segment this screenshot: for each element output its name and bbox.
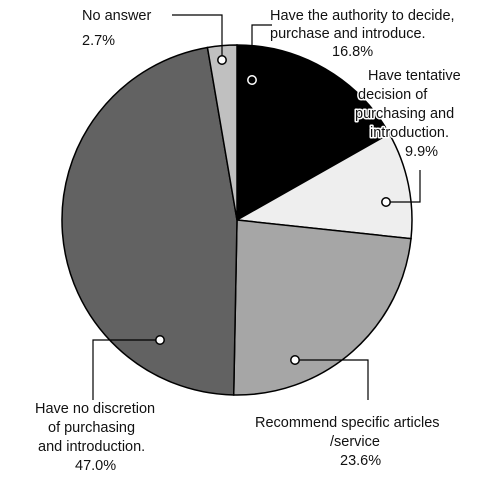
slice-marker-recommend — [290, 355, 300, 365]
slice-value-tentative: 9.9% — [405, 144, 438, 160]
slice-label-authority: Have the authority to decide, — [270, 8, 455, 24]
slice-value-no-discretion: 47.0% — [75, 458, 116, 474]
slice-label-no-discretion: of purchasing — [48, 420, 135, 436]
slice-value-no-answer: 2.7% — [82, 33, 115, 49]
slice-label-tentative: introduction. — [370, 125, 449, 141]
slice-marker-tentative — [381, 197, 391, 207]
pie-slice-authority — [236, 44, 391, 222]
slice-label-tentative: purchasing and — [355, 106, 454, 122]
slice-marker-no-answer — [217, 55, 227, 65]
slice-label-tentative: Have tentative — [368, 68, 461, 84]
slice-value-authority: 16.8% — [332, 44, 373, 60]
slice-label-no-discretion: and introduction. — [38, 439, 145, 455]
slice-value-recommend: 23.6% — [340, 453, 381, 469]
slice-label-tentative: decision of — [358, 87, 428, 103]
leader-line-no-discretion — [92, 339, 160, 400]
slice-marker-no-discretion — [155, 335, 165, 345]
pie-slice-recommend — [232, 219, 412, 396]
slice-label-no-discretion: Have no discretion — [35, 401, 155, 417]
slice-label-no-answer: No answer — [82, 8, 151, 24]
slice-marker-authority — [247, 75, 257, 85]
pie-slice-tentative — [234, 132, 413, 240]
leader-line-no-answer — [172, 14, 223, 60]
pie-slice-no-discretion — [61, 46, 238, 396]
slice-label-recommend: /service — [330, 434, 380, 450]
leader-line-tentative — [386, 170, 421, 203]
leader-line-authority — [251, 24, 272, 80]
slice-label-recommend: Recommend specific articles — [255, 415, 440, 431]
slice-label-authority: purchase and introduce. — [270, 26, 426, 42]
leader-line-recommend — [295, 359, 369, 400]
